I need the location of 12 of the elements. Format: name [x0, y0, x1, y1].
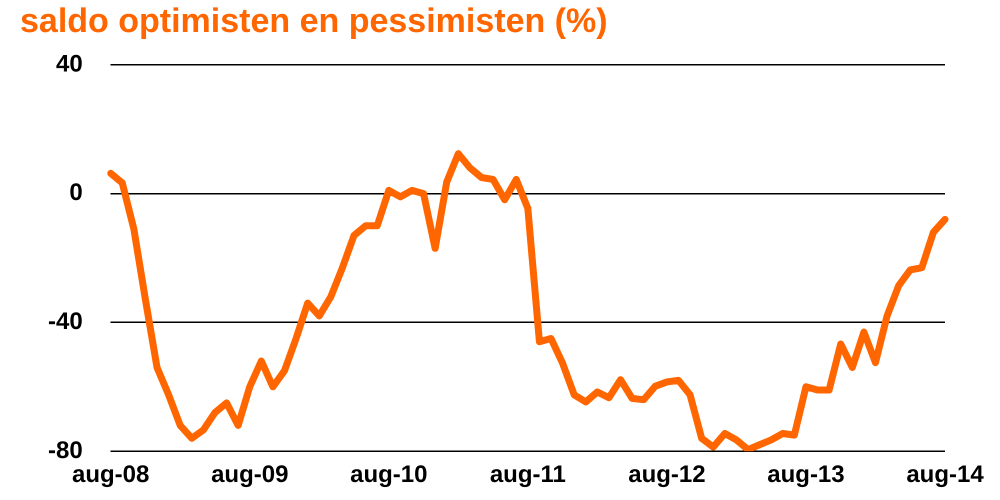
- chart-title: saldo optimisten en pessimisten (%): [20, 2, 608, 40]
- x-tick-label: aug-12: [628, 461, 706, 488]
- x-tick-label: aug-09: [211, 461, 288, 488]
- y-tick-label: -40: [48, 308, 83, 336]
- x-tick-label: aug-13: [767, 461, 845, 488]
- x-tick-label: aug-10: [350, 461, 428, 488]
- y-tick-label: 40: [56, 50, 83, 78]
- x-tick-label: aug-11: [490, 461, 566, 488]
- y-tick-label: -80: [48, 436, 83, 464]
- y-tick-label: 0: [69, 179, 83, 206]
- x-tick-label: aug-14: [906, 461, 984, 488]
- x-tick-label: aug-08: [72, 461, 150, 488]
